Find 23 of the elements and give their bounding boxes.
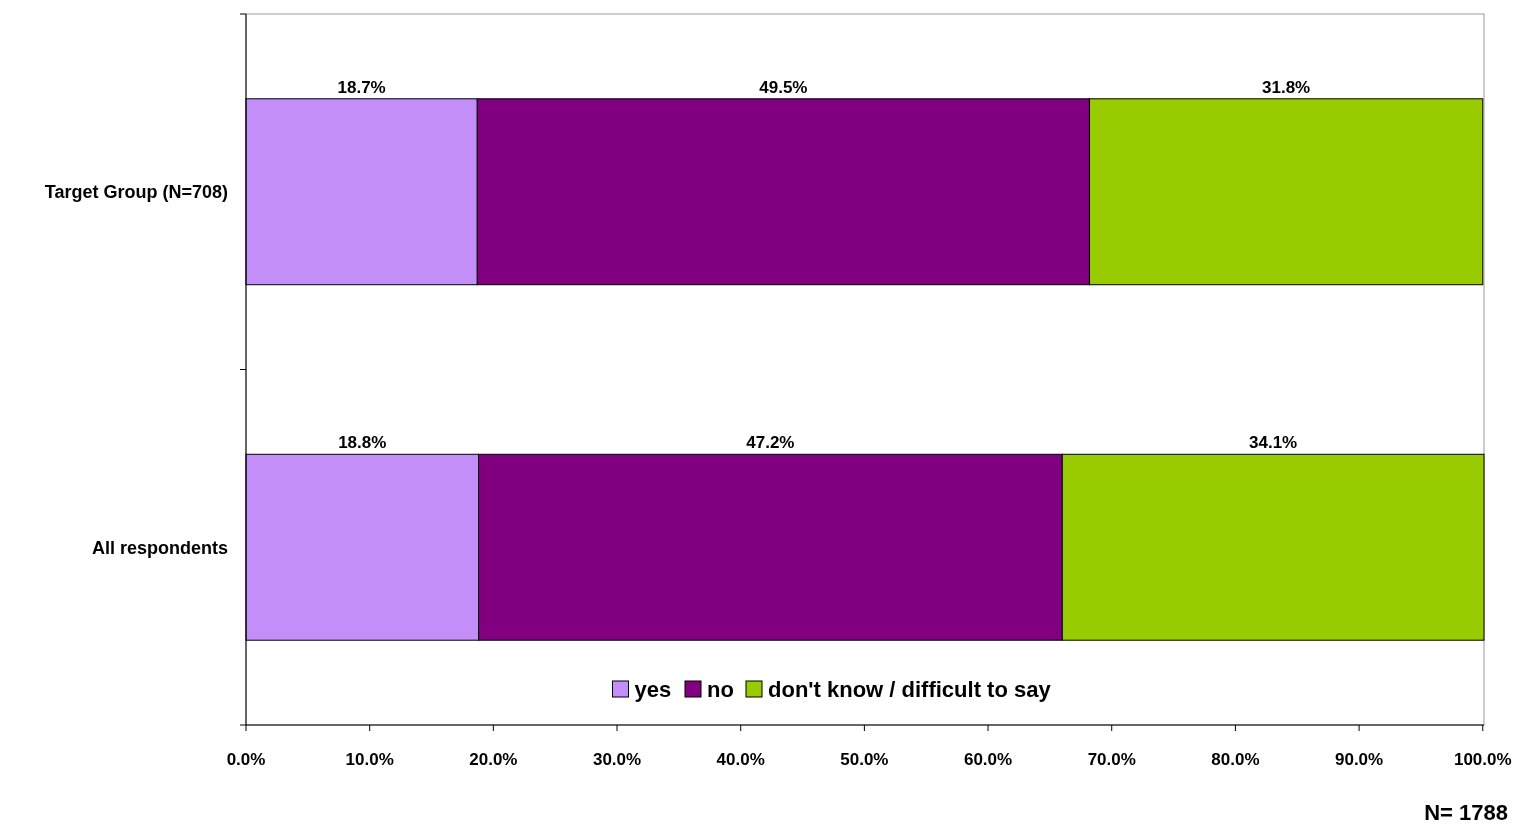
y-tick-label: All respondents (91, 537, 228, 558)
data-label: 18.7% (337, 77, 386, 97)
x-tick-label: 60.0% (963, 750, 1013, 769)
x-tick-label: 0.0% (226, 750, 266, 769)
data-label: 49.5% (759, 77, 808, 97)
y-tick-label: Target Group (N=708) (44, 182, 228, 203)
data-label: 34.1% (1249, 433, 1298, 453)
x-tick-label: 80.0% (1211, 750, 1260, 769)
x-tick-label: 70.0% (1087, 750, 1136, 769)
legend-label: yes (634, 676, 672, 702)
x-tick-label: 40.0% (716, 750, 765, 769)
data-label: 47.2% (746, 433, 795, 453)
x-tick-label: 90.0% (1334, 750, 1384, 769)
x-tick-label: 100.0% (1453, 750, 1512, 769)
data-label: 18.8% (338, 433, 387, 453)
text: N= 1788 (1424, 800, 1508, 825)
legend-label: don't know / difficult to say (768, 676, 1052, 702)
data-label: 31.8% (1262, 77, 1311, 97)
x-tick-label: 10.0% (345, 750, 394, 769)
x-tick-label: 20.0% (469, 750, 518, 769)
x-tick-label: 50.0% (840, 750, 889, 769)
legend-label: no (707, 676, 734, 702)
x-tick-label: 30.0% (592, 750, 642, 769)
